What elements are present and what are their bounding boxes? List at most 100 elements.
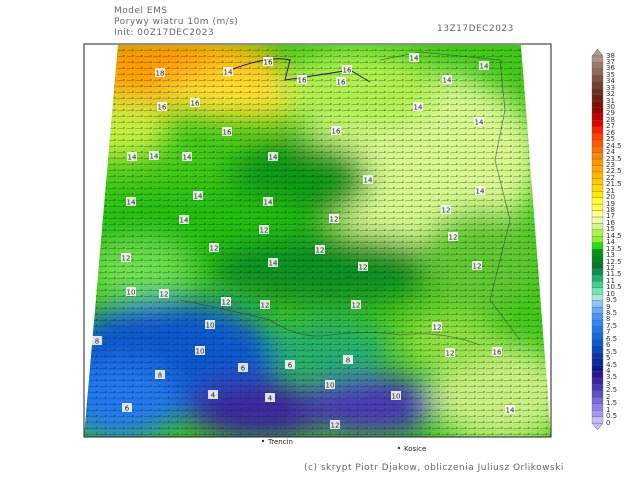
legend-label: 1.5 <box>606 399 618 408</box>
legend-label: 0 <box>606 418 611 427</box>
legend-swatch <box>591 416 604 424</box>
legend-swatch <box>591 352 604 359</box>
legend-swatch <box>591 216 604 224</box>
legend-swatch <box>591 319 604 327</box>
contour-label: 12 <box>472 261 482 271</box>
contour-label-value: 16 <box>223 129 232 137</box>
contour-label: 6 <box>238 363 248 373</box>
legend-swatch <box>591 364 604 372</box>
contour-label: 16 <box>222 127 232 137</box>
contour-label-value: 16 <box>264 59 273 67</box>
contour-label-value: 8 <box>158 372 162 380</box>
contour-label: 10 <box>391 391 401 401</box>
contour-label-value: 16 <box>332 128 341 136</box>
legend-swatch <box>591 300 604 308</box>
legend-label: 5 <box>606 354 611 363</box>
legend-swatch <box>591 384 604 391</box>
contour-label: 14 <box>475 186 485 196</box>
contour-label-value: 10 <box>326 382 335 390</box>
contour-label: 10 <box>325 380 335 390</box>
contour-label: 4 <box>208 390 218 400</box>
contour-label: 10 <box>195 346 205 356</box>
legend-swatch <box>591 371 604 379</box>
legend-label: 8 <box>606 315 611 324</box>
contour-label-value: 14 <box>475 119 484 127</box>
contour-label-value: 14 <box>194 193 203 201</box>
legend-label: 34 <box>606 77 615 86</box>
legend-label: 15 <box>606 225 615 234</box>
contour-label: 14 <box>363 175 373 185</box>
contour-label-value: 6 <box>288 362 293 370</box>
contour-label-value: 8 <box>95 338 99 346</box>
legend-label: 0.5 <box>606 412 618 421</box>
contour-label-value: 14 <box>150 153 159 161</box>
legend-swatch <box>591 165 604 173</box>
contour-label-value: 16 <box>337 79 346 87</box>
legend-swatch <box>591 294 604 301</box>
legend-label: 24.5 <box>606 141 622 150</box>
contour-label-value: 14 <box>364 177 373 185</box>
legend-label: 30 <box>606 103 615 111</box>
legend-swatch <box>591 223 604 230</box>
contour-label: 8 <box>343 355 353 365</box>
contour-label-value: 16 <box>493 349 502 357</box>
city-marker-trencin <box>261 439 265 443</box>
legend-swatch <box>591 409 604 417</box>
contour-label: 16 <box>342 65 352 75</box>
legend-label: 5.5 <box>606 347 618 356</box>
legend-swatch <box>591 94 604 102</box>
contour-label: 10 <box>126 287 136 297</box>
contour-label: 16 <box>263 57 273 67</box>
legend-label: 7 <box>606 328 611 337</box>
variable-title: Porywy wiatru 10m (m/s) <box>114 17 239 27</box>
legend-label: 36 <box>606 64 615 73</box>
contour-label: 12 <box>221 297 231 307</box>
contour-label-value: 14 <box>269 260 278 268</box>
contour-label-value: 12 <box>331 422 340 430</box>
legend-label: 12.5 <box>606 257 622 266</box>
legend-label: 19 <box>606 199 615 208</box>
legend-label: 16 <box>606 218 615 227</box>
legend-swatch <box>591 210 604 218</box>
legend-label: 28 <box>606 115 615 124</box>
contour-label-value: 12 <box>261 302 270 310</box>
contour-label-value: 6 <box>241 365 246 373</box>
legend-label: 24 <box>606 148 615 157</box>
legend-swatch <box>591 68 604 76</box>
contour-label-value: 12 <box>359 264 368 272</box>
legend-label: 26 <box>606 128 615 137</box>
legend-swatch <box>591 62 604 70</box>
legend-label: 25 <box>606 135 615 144</box>
legend-swatch <box>591 203 604 211</box>
contour-label: 12 <box>259 225 269 235</box>
legend-swatch <box>591 274 604 282</box>
legend-label: 14 <box>606 238 615 247</box>
contour-label-value: 4 <box>211 392 216 400</box>
gust-field: 14 14 14 16 14 16 16 16 18 14 14 16 16 16 16 14 14 14 14 14… <box>84 45 551 437</box>
legend-swatch <box>591 306 604 314</box>
contour-label: 6 <box>122 403 132 413</box>
legend-swatch <box>591 171 604 179</box>
contour-label: 16 <box>190 98 200 108</box>
contour-label: 12 <box>329 214 339 224</box>
legend-swatch <box>591 326 604 334</box>
contour-label-value: 14 <box>128 154 137 162</box>
legend-label: 2 <box>606 392 611 401</box>
contour-label-value: 14 <box>269 154 278 162</box>
legend-label: 23.5 <box>606 154 622 163</box>
legend-swatch <box>591 158 604 166</box>
legend-swatch <box>591 249 604 256</box>
contour-label-value: 10 <box>392 393 401 401</box>
legend-swatch <box>591 139 604 147</box>
contour-label: 14 <box>193 191 203 201</box>
legend-label: 9.5 <box>606 296 618 305</box>
contour-label-value: 14 <box>443 77 452 85</box>
legend-label: 11.5 <box>606 270 622 279</box>
contour-label: 12 <box>315 245 325 255</box>
legend-swatch <box>591 100 604 108</box>
city-marker-kosice <box>397 446 401 450</box>
legend-swatch <box>591 236 604 243</box>
model-name: Model EMS <box>114 6 168 16</box>
contour-label: 12 <box>209 243 219 253</box>
contour-label-value: 12 <box>352 302 361 310</box>
